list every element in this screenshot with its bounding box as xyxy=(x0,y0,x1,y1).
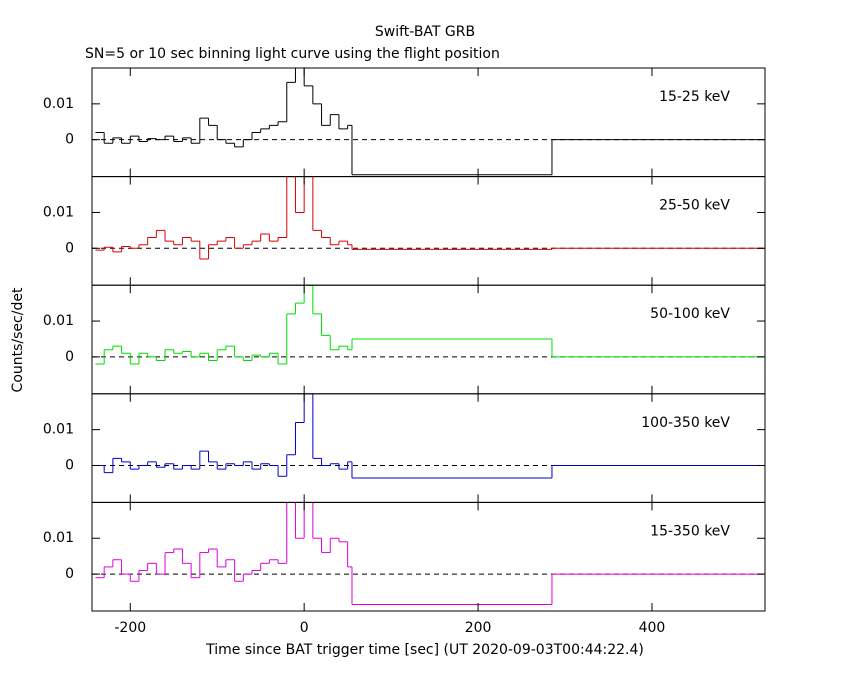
x-tick-label: 400 xyxy=(639,620,666,636)
y-tick-label: 0.01 xyxy=(43,422,74,438)
panel-label: 15-25 keV xyxy=(659,89,730,105)
y-tick-label: 0 xyxy=(65,349,74,365)
panel-label: 25-50 keV xyxy=(659,198,730,214)
y-tick-label: 0 xyxy=(65,457,74,473)
panel-frame xyxy=(91,176,766,286)
y-tick-label: 0.01 xyxy=(43,96,74,112)
series xyxy=(95,176,765,260)
y-axis-label: Counts/sec/det xyxy=(10,287,26,392)
chart-subtitle: SN=5 or 10 sec binning light curve using… xyxy=(85,46,500,62)
panel-frame xyxy=(91,284,766,395)
panel-frame xyxy=(91,67,766,178)
x-tick-label: -200 xyxy=(114,620,146,636)
panel-label: 100-350 keV xyxy=(641,415,730,431)
panel-label: 15-350 keV xyxy=(650,523,730,539)
y-tick-label: 0 xyxy=(65,566,74,582)
panel-frame xyxy=(91,393,766,503)
x-axis-label: Time since BAT trigger time [sec] (UT 20… xyxy=(205,642,644,658)
series xyxy=(95,502,765,606)
panel-label: 50-100 keV xyxy=(650,306,730,322)
y-tick-label: 0 xyxy=(65,132,74,148)
x-tick-label: 0 xyxy=(300,620,309,636)
x-tick-label: 200 xyxy=(465,620,492,636)
panel-frame xyxy=(91,501,766,612)
y-tick-label: 0.01 xyxy=(43,204,74,220)
y-tick-label: 0.01 xyxy=(43,530,74,546)
y-tick-label: 0.01 xyxy=(43,313,74,329)
series xyxy=(95,68,765,176)
chart-title: Swift-BAT GRB xyxy=(375,24,475,40)
series xyxy=(95,285,765,365)
y-tick-label: 0 xyxy=(65,240,74,256)
